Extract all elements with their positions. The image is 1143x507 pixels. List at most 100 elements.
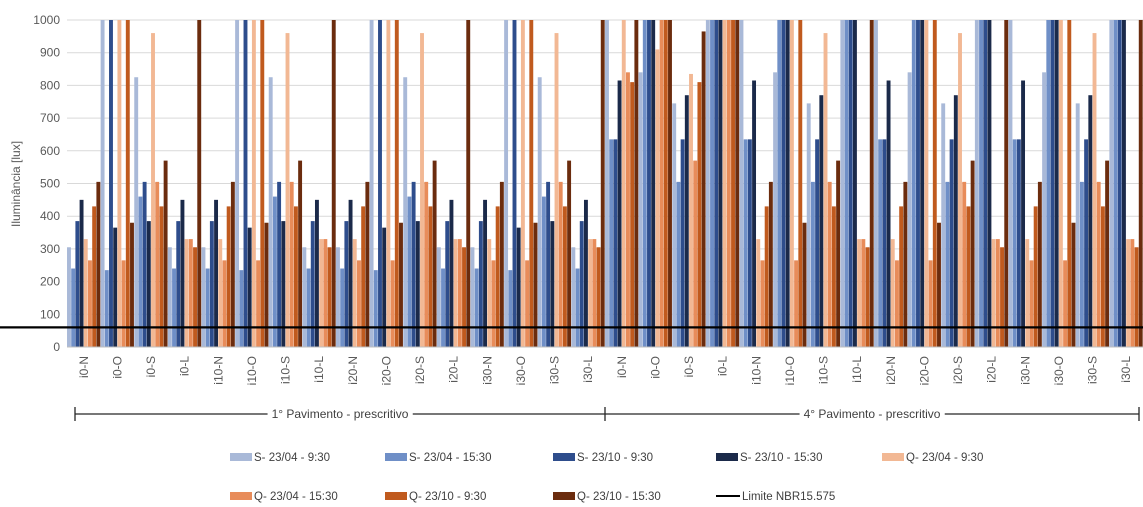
bar xyxy=(1130,239,1135,347)
legend-label: Limite NBR15.575 xyxy=(742,491,835,503)
bar xyxy=(281,221,286,347)
legend-swatch xyxy=(882,453,904,461)
bar xyxy=(844,20,849,347)
bar xyxy=(600,20,605,347)
bar xyxy=(428,206,433,347)
bar xyxy=(613,139,618,347)
bar xyxy=(420,33,424,347)
bar xyxy=(71,268,76,347)
bar xyxy=(399,222,403,347)
bar xyxy=(184,239,189,347)
bar xyxy=(121,260,126,347)
bar xyxy=(1021,80,1026,347)
bar xyxy=(861,239,866,347)
x-tick-label: i0-L xyxy=(716,356,730,376)
bar xyxy=(676,181,681,347)
bar xyxy=(491,260,496,347)
bar xyxy=(83,239,88,347)
bar xyxy=(361,206,366,347)
series-bars xyxy=(88,20,1135,347)
y-tick-label: 400 xyxy=(40,209,60,223)
bar xyxy=(562,206,567,347)
x-tick-label: i20-O xyxy=(379,356,393,385)
bar xyxy=(1113,20,1118,347)
bar xyxy=(974,20,979,347)
y-tick-label: 1000 xyxy=(33,13,60,27)
bar xyxy=(768,181,773,347)
bar xyxy=(1126,239,1131,347)
bar xyxy=(495,206,500,347)
bar xyxy=(314,199,319,347)
bar xyxy=(760,260,765,347)
x-tick-label: i30-O xyxy=(1052,356,1066,385)
legend-item: Q- 23/10 - 9:30 xyxy=(385,491,486,503)
bar xyxy=(382,227,387,347)
y-tick-label: 600 xyxy=(40,144,60,158)
series-bars xyxy=(83,20,1131,348)
bar xyxy=(432,160,437,347)
bar xyxy=(1042,72,1047,347)
bar xyxy=(609,139,614,347)
bar xyxy=(852,20,857,347)
legend-label: S- 23/10 - 9:30 xyxy=(577,452,653,464)
bar xyxy=(794,260,799,347)
legend-item: Q- 23/04 - 9:30 xyxy=(882,452,983,464)
bar xyxy=(176,221,181,347)
bar xyxy=(1008,20,1013,347)
bar xyxy=(386,20,391,347)
bar xyxy=(705,20,710,347)
y-axis-ticks: 0 100 200 300 400 500 600 700 800 900 1000 xyxy=(33,13,60,354)
bar xyxy=(1016,139,1021,347)
bar xyxy=(621,20,626,347)
bar xyxy=(953,95,958,348)
bar xyxy=(785,20,790,347)
bar xyxy=(499,181,504,347)
bar xyxy=(869,20,874,347)
bar xyxy=(928,260,933,347)
bar xyxy=(457,239,462,347)
bar xyxy=(672,103,677,347)
bar xyxy=(327,247,332,347)
x-tick-label: i30-S xyxy=(548,356,562,384)
legend-item: S- 23/10 - 15:30 xyxy=(716,452,822,464)
group-label: 4° Pavimento - prescritivo xyxy=(804,407,941,421)
bar xyxy=(449,199,454,347)
bar xyxy=(222,260,227,347)
bar xyxy=(743,139,748,347)
bar xyxy=(693,160,698,347)
bar xyxy=(710,20,714,347)
group-label: 1° Pavimento - prescritivo xyxy=(272,407,409,421)
legend-item: S- 23/04 - 15:30 xyxy=(385,452,491,464)
bar xyxy=(655,49,660,348)
legend-swatch xyxy=(230,453,252,461)
bar xyxy=(567,160,572,347)
x-tick-label: i0-N xyxy=(615,356,629,378)
x-tick-label: i10-L xyxy=(312,356,326,383)
bar xyxy=(798,20,803,347)
y-tick-label: 800 xyxy=(40,78,60,92)
x-tick-label: i0-S xyxy=(144,356,158,377)
bar xyxy=(441,268,445,347)
bar xyxy=(445,221,450,347)
bar xyxy=(474,268,479,347)
bar xyxy=(285,33,290,347)
x-tick-label: i20-S xyxy=(951,356,965,384)
bar xyxy=(1058,20,1063,347)
bar xyxy=(352,239,357,347)
y-tick-label: 300 xyxy=(40,242,60,256)
bar xyxy=(470,247,475,347)
bar xyxy=(575,268,580,347)
bar xyxy=(907,72,912,347)
bar xyxy=(529,20,534,347)
bar xyxy=(373,270,378,347)
bar xyxy=(831,206,836,347)
bar xyxy=(630,82,635,347)
bar xyxy=(1117,20,1122,347)
bar xyxy=(983,20,988,347)
bar xyxy=(293,206,298,347)
bar xyxy=(1096,181,1101,347)
bar xyxy=(932,20,937,347)
legend-item: Limite NBR15.575 xyxy=(716,491,835,503)
bar xyxy=(336,247,340,347)
bar xyxy=(230,181,235,347)
